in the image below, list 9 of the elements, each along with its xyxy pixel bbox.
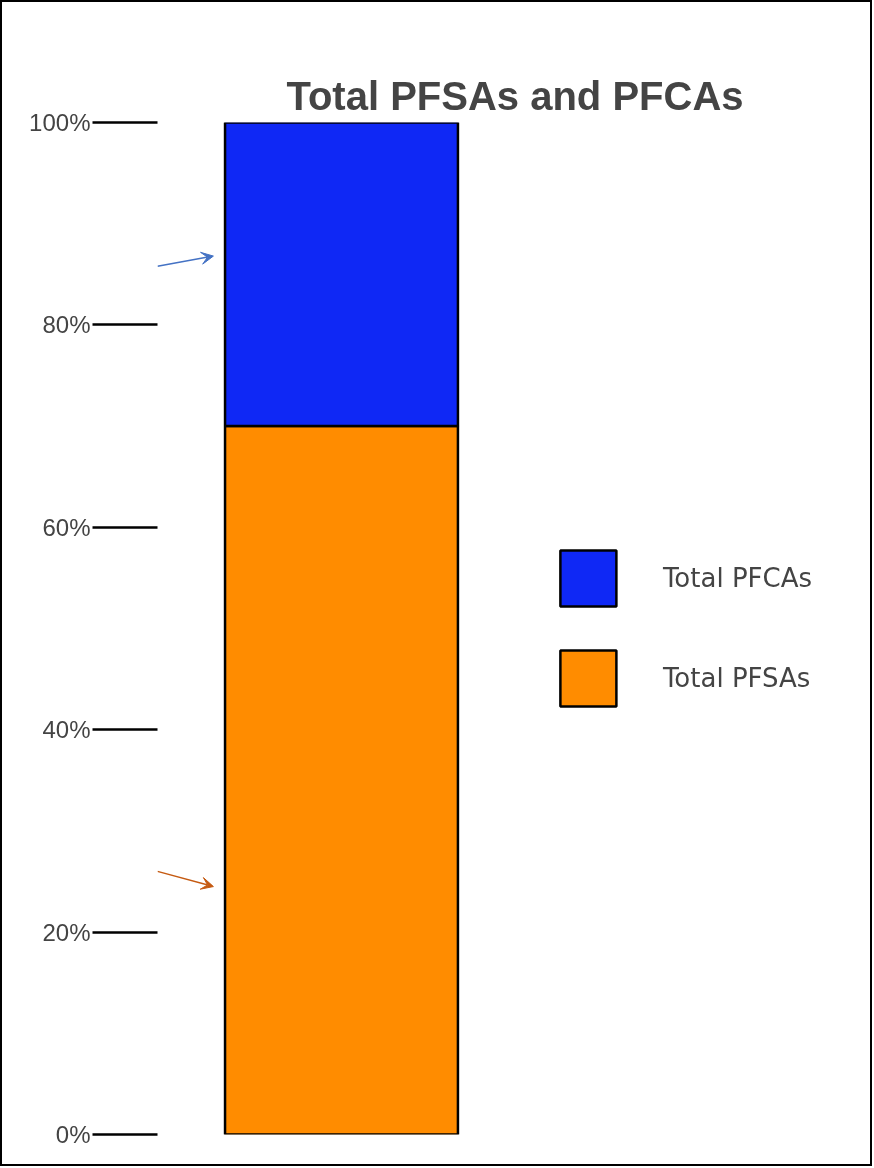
y-tick-label: 20% — [42, 918, 91, 946]
legend-label: Total PFSAs — [662, 663, 811, 693]
chart-title: Total PFSAs and PFCAs — [286, 73, 744, 118]
y-tick-label: 60% — [42, 513, 91, 541]
legend-label: Total PFCAs — [662, 563, 812, 593]
y-tick-label: 0% — [55, 1121, 91, 1148]
y-tick-label: 100% — [29, 109, 91, 136]
y-tick-label: 80% — [42, 311, 91, 339]
y-tick-label: 40% — [42, 716, 91, 744]
